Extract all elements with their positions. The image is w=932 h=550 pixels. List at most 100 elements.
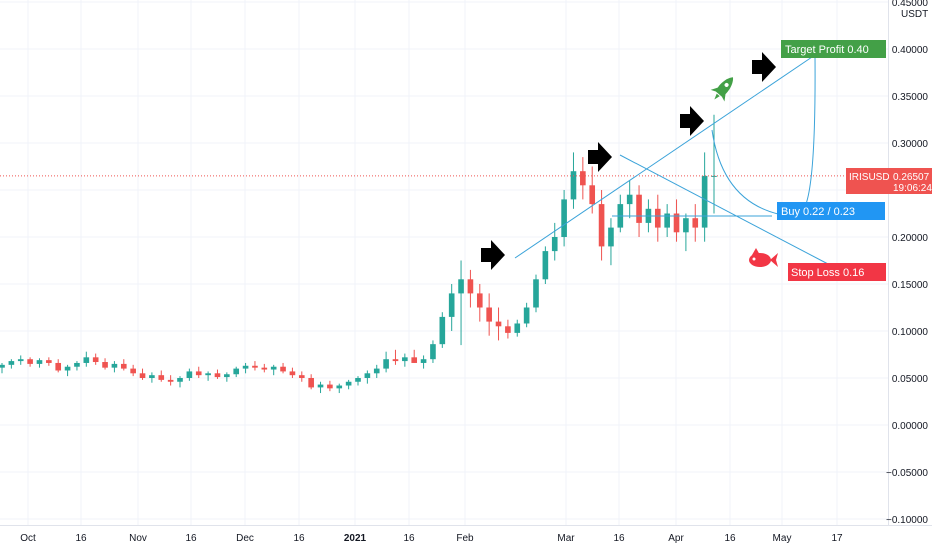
candle-body (195, 371, 202, 376)
candle (561, 190, 567, 247)
candle-body (542, 251, 549, 280)
candle (551, 222, 558, 261)
candle-body (683, 218, 689, 233)
candle (617, 194, 624, 233)
candle-body (411, 357, 418, 363)
candle-body (139, 373, 146, 378)
last-price-tag: IRISUSDT 0.26507 19:06:24 (846, 168, 932, 194)
time-tick-label: 17 (831, 533, 843, 544)
candle (111, 361, 118, 373)
candle (120, 359, 127, 371)
last-price-value: 0.26507 (893, 172, 930, 183)
candle (280, 362, 286, 374)
candle (533, 274, 539, 313)
candle (439, 312, 446, 348)
candle-body (186, 371, 193, 378)
time-tick-label: 16 (403, 533, 415, 544)
candle-body (345, 381, 352, 386)
time-tick-label: May (773, 533, 792, 544)
projection-down-curve[interactable] (711, 129, 779, 215)
candle-body (280, 366, 286, 372)
time-tick-label: Apr (668, 533, 684, 544)
candle-body (130, 368, 136, 374)
candle-body (711, 175, 717, 177)
candle (495, 307, 502, 341)
candle-body (392, 359, 399, 362)
candle-body (158, 375, 165, 380)
candle (673, 199, 680, 242)
candle (158, 370, 165, 382)
candle (626, 180, 633, 219)
symbol-label: IRISUSDT (849, 172, 896, 183)
rocket-icon (710, 77, 734, 102)
candle (36, 358, 43, 368)
candle (430, 340, 436, 363)
arrow-right-icon (588, 142, 612, 172)
candle (664, 204, 670, 237)
candle (523, 302, 530, 328)
descending-trendline[interactable] (619, 154, 829, 265)
candle-body (17, 359, 24, 362)
candle (355, 376, 361, 386)
candle-body (589, 185, 596, 205)
candle (0, 362, 5, 374)
candle (514, 319, 521, 337)
candle (130, 364, 136, 377)
price-tick-label: 0.20000 (892, 233, 929, 244)
time-tick-label: 16 (293, 533, 305, 544)
candle (55, 359, 62, 373)
candle (214, 369, 221, 379)
time-tick-label: 16 (75, 533, 87, 544)
candle-body (570, 171, 577, 200)
candle-body (214, 373, 221, 378)
time-tick-label: Mar (557, 533, 575, 544)
candle (505, 319, 511, 339)
time-tick-label: 16 (613, 533, 625, 544)
stop-loss-label[interactable]: Stop Loss 0.16 (788, 263, 886, 281)
candle-body (523, 307, 530, 324)
price-tick-label: 0.35000 (892, 92, 929, 103)
target-profit-label[interactable]: Target Profit 0.40 (781, 40, 886, 58)
candle (83, 351, 90, 367)
price-axis[interactable]: 0.450000.400000.350000.300000.250000.200… (886, 0, 928, 526)
candle-body (439, 316, 446, 345)
price-tick-label: −0.05000 (886, 468, 928, 479)
candle (608, 218, 614, 266)
candle-body (402, 357, 408, 362)
candle (149, 372, 155, 383)
candle-body (55, 362, 62, 371)
candle (102, 358, 108, 370)
candle (458, 260, 464, 346)
candle-body (327, 384, 333, 389)
candle-body (92, 357, 99, 363)
candle (711, 114, 717, 214)
candle (336, 383, 343, 394)
candle-body (673, 213, 680, 233)
time-tick-label: Dec (236, 533, 254, 544)
price-tick-label: 0.45000 (892, 0, 929, 9)
candle (692, 204, 699, 242)
candle (448, 284, 455, 331)
ascending-trendline[interactable] (514, 54, 816, 259)
candle-body (373, 368, 380, 374)
candle-body (74, 362, 80, 367)
candle-body (467, 279, 474, 294)
candle-body (298, 375, 305, 378)
candle (261, 363, 268, 373)
projection-up-curve[interactable] (805, 54, 816, 205)
buy-zone-label[interactable]: Buy 0.22 / 0.23 (777, 202, 885, 220)
time-tick-label: 16 (185, 533, 197, 544)
candle-body (514, 323, 521, 333)
candle (252, 361, 258, 371)
price-tick-label: 0.05000 (892, 374, 929, 385)
candle (74, 361, 80, 371)
candle (46, 357, 52, 366)
candle (542, 246, 549, 284)
candle-body (167, 379, 174, 382)
arrow-right-icon (752, 52, 776, 82)
candle-body (0, 364, 5, 368)
time-axis[interactable]: Oct 16 Nov 16 Dec 16 2021 16 Feb Mar 16 Apr 16 May 17 (20, 533, 843, 544)
candle-body (270, 366, 277, 370)
candle (420, 355, 427, 369)
